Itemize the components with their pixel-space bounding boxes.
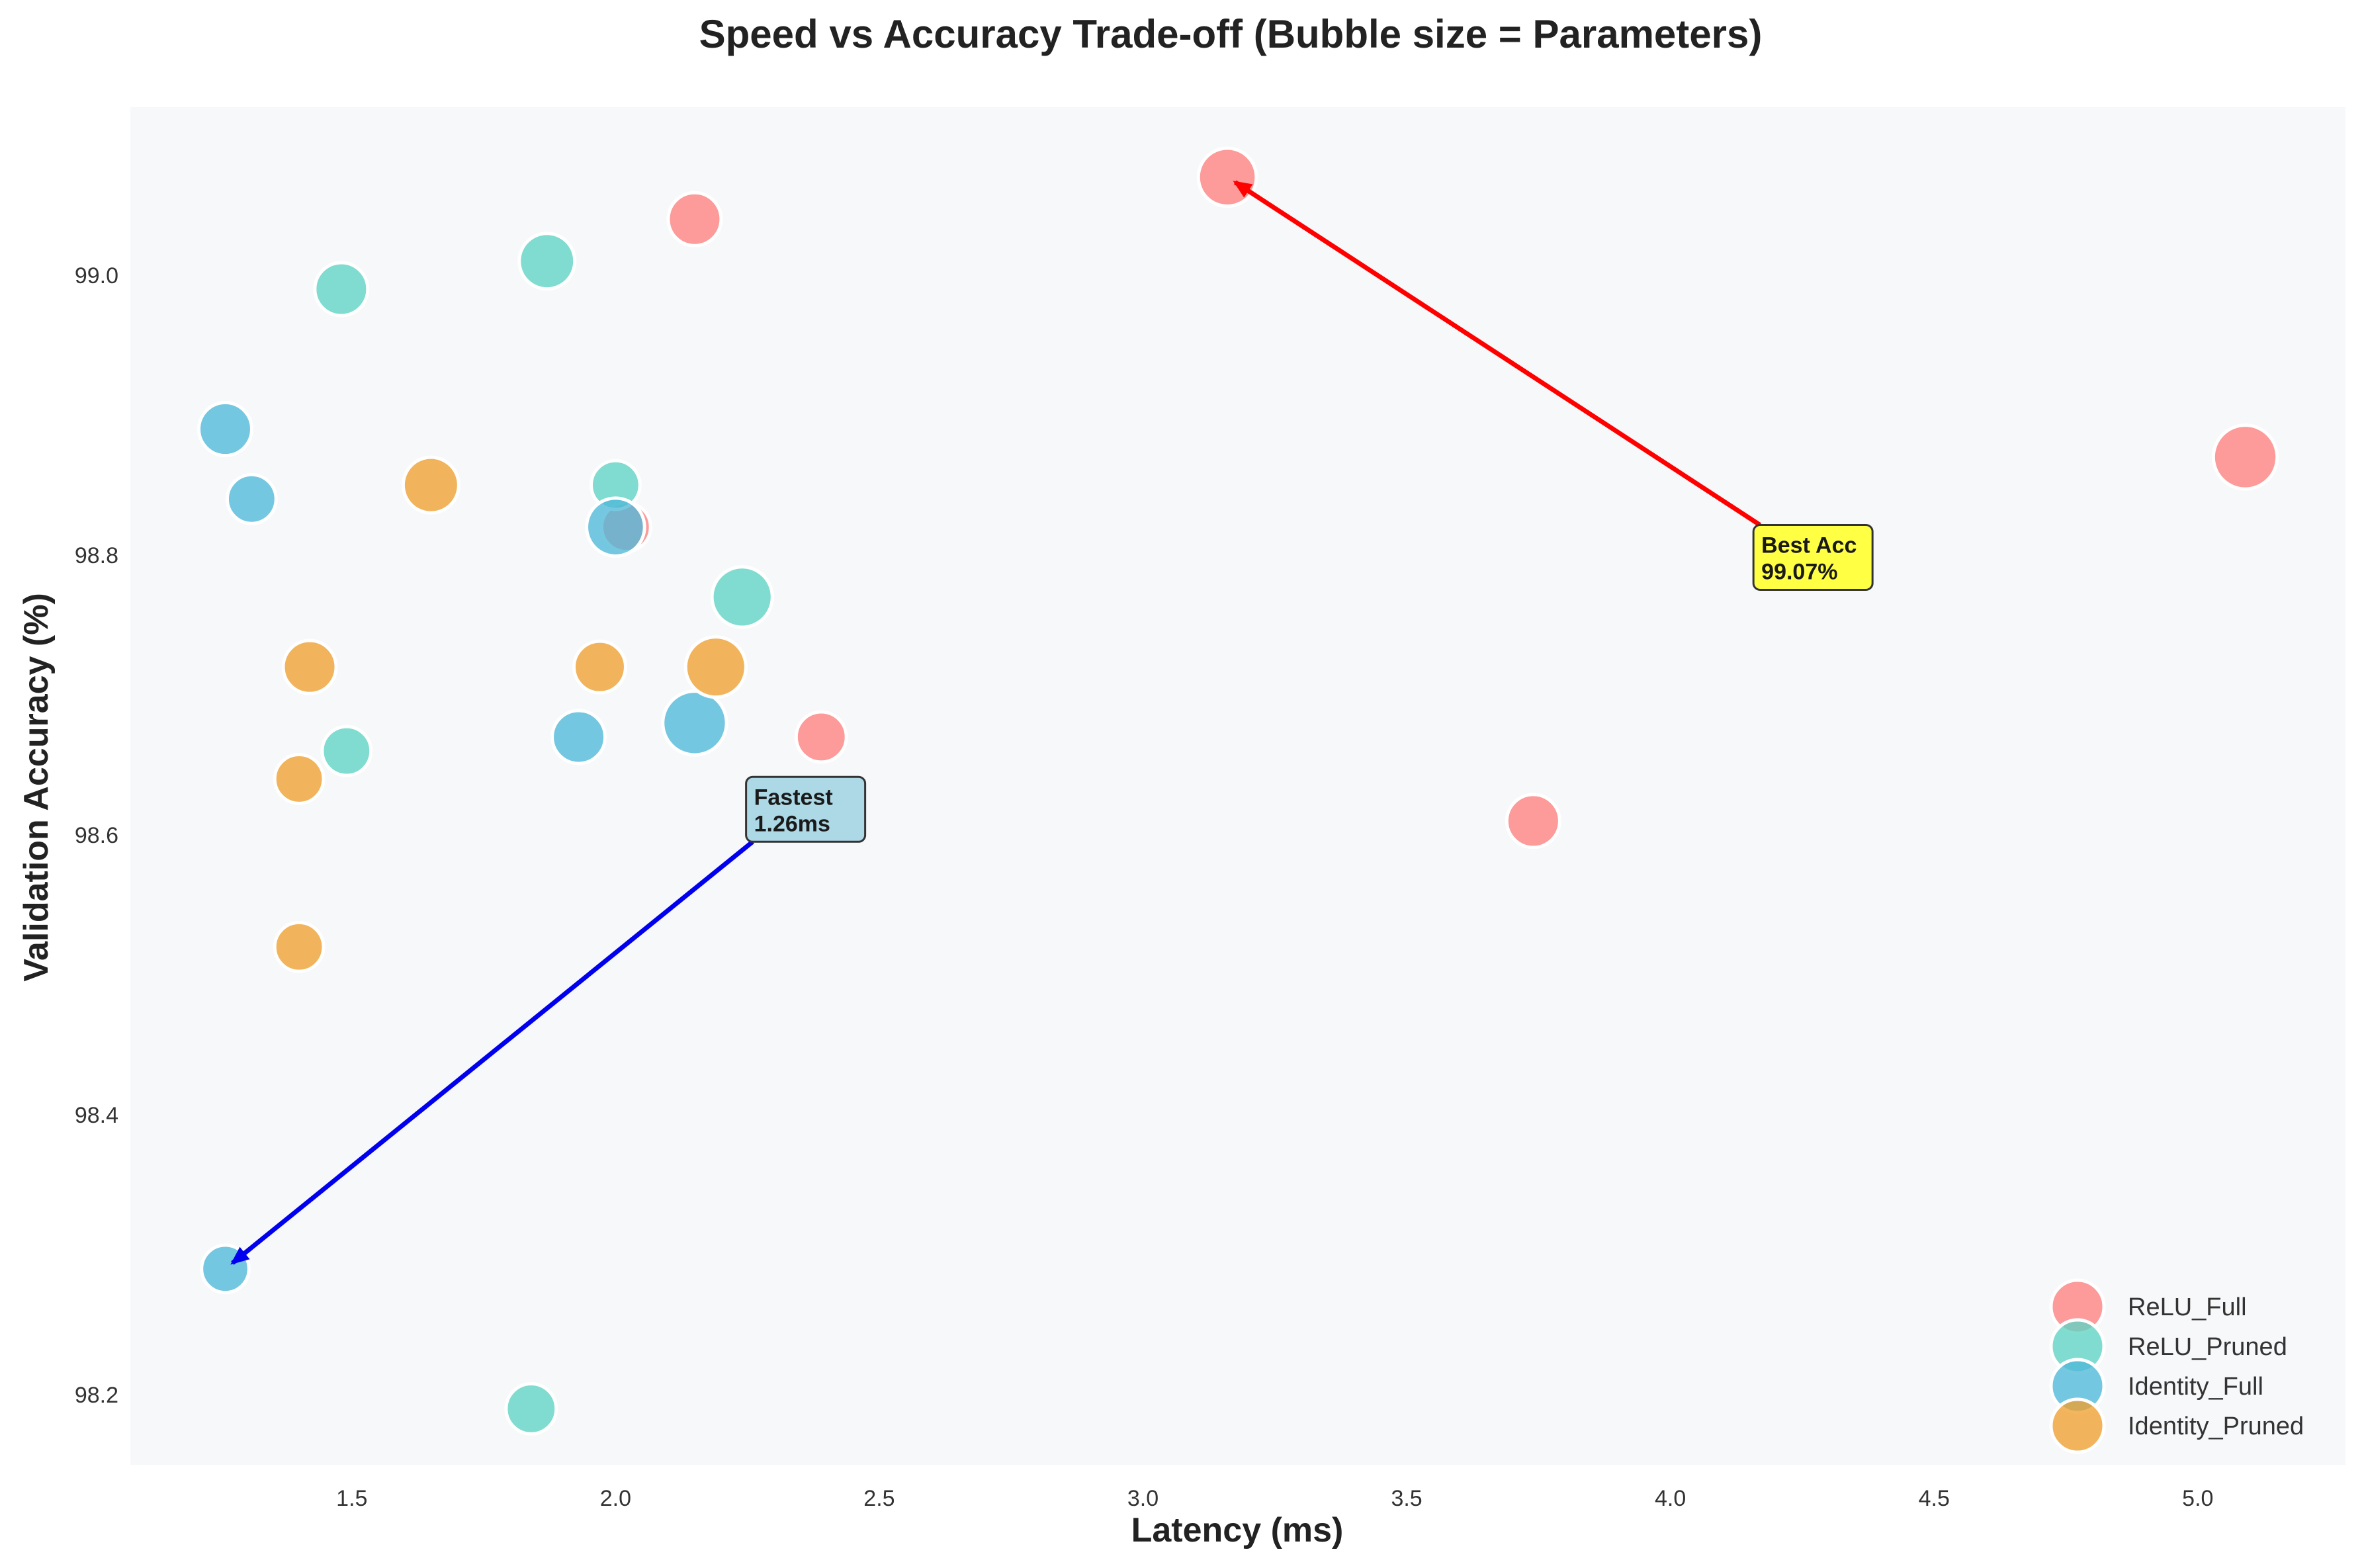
annotation-arrow xyxy=(230,840,754,1265)
x-tick-label: 2.0 xyxy=(600,1486,631,1511)
bubble-relu-pruned xyxy=(710,565,774,629)
y-tick-label: 98.4 xyxy=(75,1103,118,1128)
y-tick-label: 99.0 xyxy=(75,263,118,288)
y-tick-label: 98.6 xyxy=(75,823,118,848)
bubble-identity-pruned xyxy=(401,455,460,515)
bubble-identity-full xyxy=(200,1243,251,1295)
bubble-identity-full xyxy=(550,709,607,765)
legend-label: ReLU_Full xyxy=(2128,1293,2247,1321)
annotation-text: Best Acc xyxy=(1761,533,1857,558)
annotation-box xyxy=(745,775,867,843)
bubble-relu-full xyxy=(666,191,723,247)
annotation-text: Fastest xyxy=(754,785,833,810)
bubble-identity-full xyxy=(197,401,253,458)
annotation-text: 99.07% xyxy=(1761,560,1837,585)
x-axis-label: Latency (ms) xyxy=(1131,1511,1344,1549)
bubble-relu-pruned xyxy=(504,1381,558,1436)
legend-label: ReLU_Pruned xyxy=(2128,1333,2287,1361)
y-axis-label: Validation Accuracy (%) xyxy=(17,593,56,982)
bubble-relu-pruned xyxy=(517,232,577,291)
legend-marker xyxy=(2049,1397,2106,1454)
legend: ReLU_Full ReLU_Pruned Identity_Full Identit… xyxy=(2049,1278,2304,1454)
bubble-relu-full xyxy=(1196,146,1258,208)
bubble-relu-pruned xyxy=(320,724,373,777)
legend-label: Identity_Pruned xyxy=(2128,1413,2304,1440)
chart-title: Speed vs Accuracy Trade-off (Bubble size… xyxy=(699,12,1763,56)
annotation-text: 1.26ms xyxy=(754,811,830,836)
y-tick-label: 98.8 xyxy=(75,543,118,568)
annotation-box xyxy=(1752,524,1874,591)
legend-label: Identity_Full xyxy=(2128,1373,2263,1401)
bubble-identity-pruned xyxy=(683,635,748,699)
plot-area xyxy=(130,107,2345,1465)
bubble-relu-pruned xyxy=(313,261,370,318)
bubble-identity-pruned xyxy=(273,920,326,973)
y-axis-ticks: 98.2 98.4 98.6 98.8 99.0 xyxy=(75,263,118,1408)
bubble-identity-full xyxy=(585,496,646,558)
bubble-identity-full xyxy=(661,689,728,757)
annotation-arrow xyxy=(1233,180,1762,527)
x-tick-label: 3.5 xyxy=(1391,1486,1422,1511)
bubble-identity-full xyxy=(225,472,278,525)
bubble-identity-pruned xyxy=(281,638,338,695)
x-tick-label: 3.0 xyxy=(1127,1486,1159,1511)
x-tick-label: 5.0 xyxy=(2182,1486,2213,1511)
x-tick-label: 1.5 xyxy=(336,1486,367,1511)
bubble-identity-pruned xyxy=(572,639,627,695)
y-tick-label: 98.2 xyxy=(75,1383,118,1408)
x-tick-label: 4.0 xyxy=(1655,1486,1686,1511)
bubble-relu-full xyxy=(794,710,848,764)
bubble-layer xyxy=(197,146,2279,1436)
x-tick-label: 2.5 xyxy=(863,1486,895,1511)
x-tick-label: 4.5 xyxy=(1919,1486,1950,1511)
bubble-relu-full xyxy=(1505,793,1561,849)
bubble-identity-pruned xyxy=(273,753,326,805)
x-axis-ticks: 1.5 2.0 2.5 3.0 3.5 4.0 4.5 5.0 xyxy=(336,1486,2213,1511)
bubble-relu-full xyxy=(2211,423,2279,491)
